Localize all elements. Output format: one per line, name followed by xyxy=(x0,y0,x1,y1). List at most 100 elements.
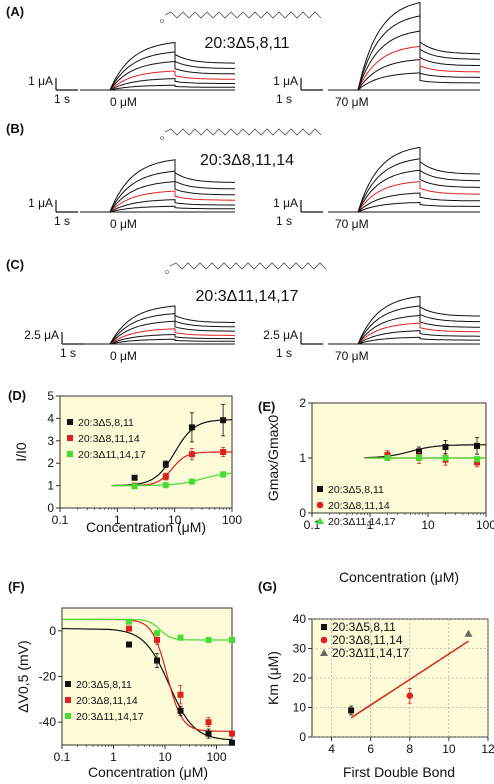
left-trace xyxy=(80,84,235,91)
left-trace xyxy=(80,338,235,345)
y-tick-label: 5 xyxy=(47,389,54,403)
molecule-structure xyxy=(169,262,327,270)
data-point xyxy=(474,442,481,449)
formula: 20:3Δ5,8,11 xyxy=(204,35,289,52)
scale-label-time: 1 s xyxy=(276,92,292,106)
right-trace xyxy=(328,202,480,213)
data-point xyxy=(154,630,161,637)
legend-label: 20:3Δ8,11,14 xyxy=(78,433,140,445)
right-trace xyxy=(328,305,480,345)
x-tick-label: 10 xyxy=(442,742,456,756)
scale-label-current: 2.5 μA xyxy=(24,328,59,342)
left-trace xyxy=(80,199,235,213)
x-tick-label: 8 xyxy=(406,742,413,756)
left-trace xyxy=(80,205,235,213)
panel-label: (G) xyxy=(258,579,277,594)
legend-label: 20:3Δ11,14,17 xyxy=(332,646,410,660)
y-tick-label: 0 xyxy=(299,730,306,744)
x-axis-label: Concentration (μM) xyxy=(86,519,206,535)
concentration-label: 0 μM xyxy=(110,217,137,231)
left-trace xyxy=(80,159,235,213)
x-tick-label: 10 xyxy=(158,750,172,764)
data-point xyxy=(205,719,212,726)
formula: 20:3Δ11,14,17 xyxy=(196,288,299,305)
x-axis-label: Concentration (μM) xyxy=(339,569,459,585)
panel-label: (F) xyxy=(8,579,25,594)
y-tick-label: 30 xyxy=(293,642,307,656)
panel-label: (E) xyxy=(258,399,275,414)
left-trace xyxy=(80,305,235,345)
x-tick-label: 100 xyxy=(476,518,494,532)
scale-label-current: 1 μA xyxy=(273,74,298,88)
left-trace-red xyxy=(80,190,235,213)
y-tick-label: 4 xyxy=(47,411,54,425)
data-point xyxy=(416,455,423,461)
panel-label: (C) xyxy=(6,257,24,272)
right-trace xyxy=(328,146,481,213)
plot-area xyxy=(61,607,233,746)
right-trace xyxy=(328,30,480,91)
left-trace xyxy=(80,41,235,91)
data-point xyxy=(205,636,212,643)
data-point xyxy=(464,629,473,637)
left-trace xyxy=(80,170,236,213)
y-tick-label: -40 xyxy=(39,715,57,729)
data-point xyxy=(205,730,212,737)
right-trace xyxy=(328,158,481,213)
scale-label-time: 1 s xyxy=(54,214,70,228)
x-tick-label: 6 xyxy=(367,742,374,756)
scale-label-time: 1 s xyxy=(276,214,292,228)
right-trace xyxy=(328,59,480,91)
x-axis-label: First Double Bond xyxy=(343,764,455,780)
concentration-label: 0 μM xyxy=(110,95,137,109)
data-point xyxy=(177,634,184,641)
carboxyl-group xyxy=(160,136,164,140)
x-axis-label: Concentration (μM) xyxy=(88,764,208,780)
formula: 20:3Δ8,11,14 xyxy=(200,152,294,169)
x-tick-label: 1 xyxy=(367,518,374,532)
left-trace-red xyxy=(80,328,235,345)
data-point xyxy=(416,448,423,455)
legend-label: 20:3Δ5,8,11 xyxy=(328,484,384,496)
x-tick-label: 10 xyxy=(168,513,182,527)
x-tick-label: 0.1 xyxy=(52,513,69,527)
carboxyl-group xyxy=(160,19,164,23)
data-point xyxy=(474,456,481,463)
panel-label: (D) xyxy=(8,388,26,403)
legend-label: 20:3Δ5,8,11 xyxy=(78,417,134,429)
data-point xyxy=(131,474,138,481)
scale-label-current: 1 μA xyxy=(28,196,53,210)
y-tick-label: 0 xyxy=(47,501,54,515)
data-point xyxy=(162,482,169,489)
scale-label-time: 1 s xyxy=(60,346,76,360)
data-point xyxy=(126,618,133,625)
data-point xyxy=(229,739,235,746)
data-point xyxy=(220,449,227,455)
data-point xyxy=(154,657,161,664)
left-trace xyxy=(80,78,235,91)
regression-line xyxy=(350,640,469,719)
panel-label: (A) xyxy=(6,4,24,19)
right-trace xyxy=(328,192,480,213)
data-point xyxy=(177,707,184,714)
data-point xyxy=(126,625,133,632)
data-point xyxy=(177,691,184,698)
data-point xyxy=(474,459,481,466)
data-point xyxy=(229,636,235,643)
right-trace xyxy=(328,295,480,345)
y-tick-label: 20 xyxy=(293,671,307,685)
x-tick-label: 100 xyxy=(222,513,242,527)
concentration-label: 70 μM xyxy=(335,95,369,109)
legend-marker xyxy=(65,681,71,687)
data-point xyxy=(126,641,133,648)
concentration-label: 70 μM xyxy=(335,349,369,363)
x-tick-label: 0.1 xyxy=(304,518,321,532)
molecule-structure xyxy=(164,128,322,136)
concentration-label: 0 μM xyxy=(110,349,137,363)
data-point xyxy=(442,455,449,461)
right-trace-red xyxy=(328,45,481,91)
y-axis-label: ΔV0,5 (mV) xyxy=(15,640,31,712)
scale-label-current: 2.5 μA xyxy=(263,328,298,342)
data-point xyxy=(188,451,195,458)
